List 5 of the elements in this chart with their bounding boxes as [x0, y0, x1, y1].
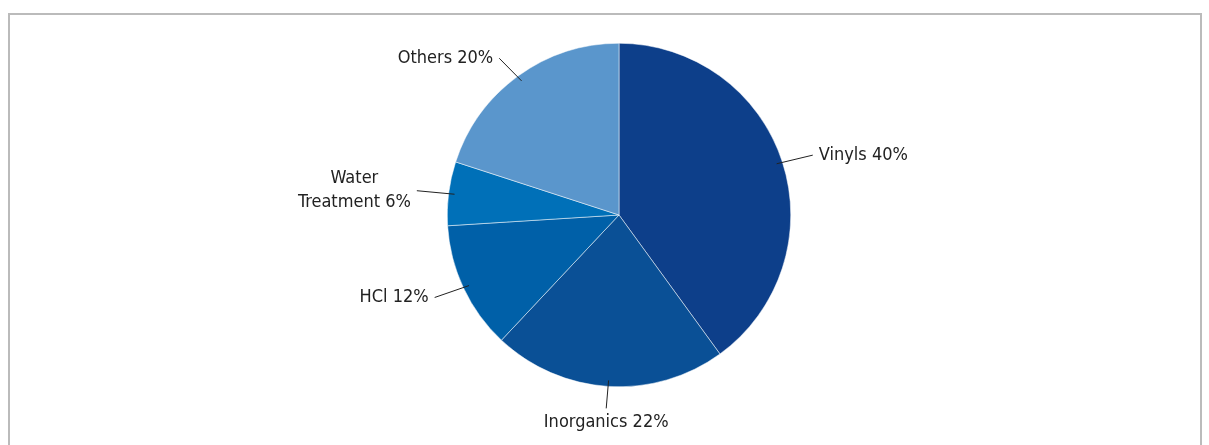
slice-label: Others 20%	[397, 45, 494, 67]
slice-label: Water Treatment 6%	[296, 166, 411, 212]
slice-label: Inorganics 22%	[543, 410, 669, 432]
slice-label: Vinyls 40%	[818, 142, 908, 164]
slice-label: HCl 12%	[359, 285, 429, 307]
